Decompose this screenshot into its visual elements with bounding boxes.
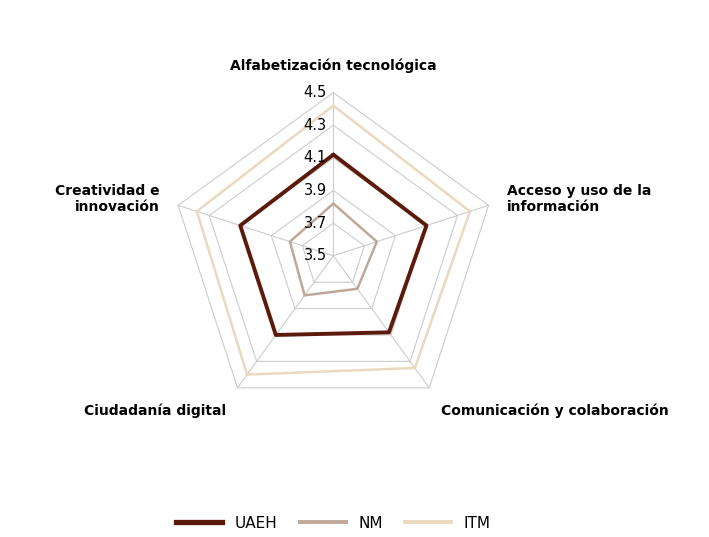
Text: 4.3: 4.3 xyxy=(303,118,327,133)
Text: Creatividad e
innovación: Creatividad e innovación xyxy=(55,184,160,214)
Text: 3.7: 3.7 xyxy=(303,216,327,231)
Text: Comunicación y colaboración: Comunicación y colaboración xyxy=(441,404,669,418)
Text: 4.5: 4.5 xyxy=(303,85,327,100)
Text: Acceso y uso de la
información: Acceso y uso de la información xyxy=(507,184,652,214)
Text: 3.9: 3.9 xyxy=(303,183,327,198)
Text: 4.1: 4.1 xyxy=(303,150,327,165)
Text: Ciudadanía digital: Ciudadanía digital xyxy=(84,404,226,418)
Text: 3.5: 3.5 xyxy=(303,248,327,263)
Text: Alfabetización tecnológica: Alfabetización tecnológica xyxy=(230,59,437,73)
Legend: UAEH, NM, ITM: UAEH, NM, ITM xyxy=(170,510,496,537)
